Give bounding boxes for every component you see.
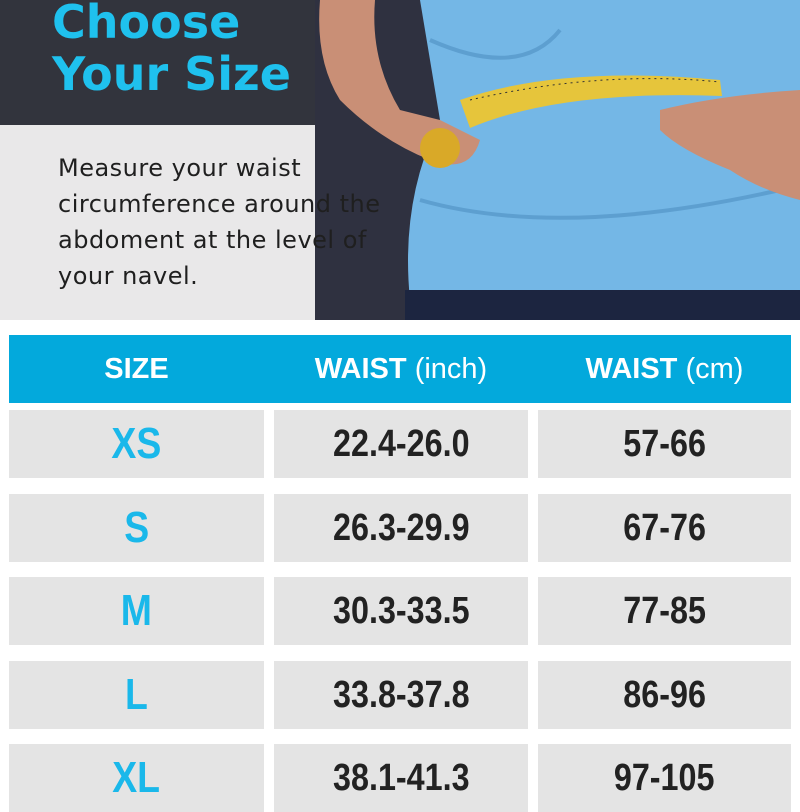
measuring-instructions: Measure your waist circumference around … <box>58 154 381 290</box>
title-line-2: Your Size <box>52 47 292 101</box>
waist-inch-cell: 30.3-33.5 <box>274 577 528 645</box>
column-header-waist-inch: WAIST (inch) <box>314 353 488 385</box>
table-row: XL 38.1-41.3 97-105 <box>9 744 791 812</box>
table-row: L 33.8-37.8 86-96 <box>9 661 791 729</box>
table-row: XS 22.4-26.0 57-66 <box>9 410 791 478</box>
waist-inch-cell: 26.3-29.9 <box>274 494 528 562</box>
waist-cm-cell: 77-85 <box>538 577 791 645</box>
column-header-waist-cm: WAIST (cm) <box>585 353 744 385</box>
waist-cm-cell: 57-66 <box>538 410 791 478</box>
column-header-size: SIZE <box>104 353 169 385</box>
waist-inch-cell: 22.4-26.0 <box>274 410 528 478</box>
size-cell: M <box>9 577 264 645</box>
waist-cm-cell: 67-76 <box>538 494 791 562</box>
table-row: M 30.3-33.5 77-85 <box>9 577 791 645</box>
size-cell: XS <box>9 410 264 478</box>
title-line-1: Choose <box>52 0 241 49</box>
waist-inch-cell: 33.8-37.8 <box>274 661 528 729</box>
waist-cm-cell: 97-105 <box>538 744 791 812</box>
waist-cm-cell: 86-96 <box>538 661 791 729</box>
waist-measuring-photo <box>315 0 800 320</box>
waist-inch-cell: 38.1-41.3 <box>274 744 528 812</box>
size-cell: S <box>9 494 264 562</box>
size-table-header: SIZE WAIST (inch) WAIST (cm) <box>9 335 791 403</box>
size-cell: L <box>9 661 264 729</box>
table-row: S 26.3-29.9 67-76 <box>9 494 791 562</box>
page-title: Choose Your Size <box>52 0 291 100</box>
size-cell: XL <box>9 744 264 812</box>
